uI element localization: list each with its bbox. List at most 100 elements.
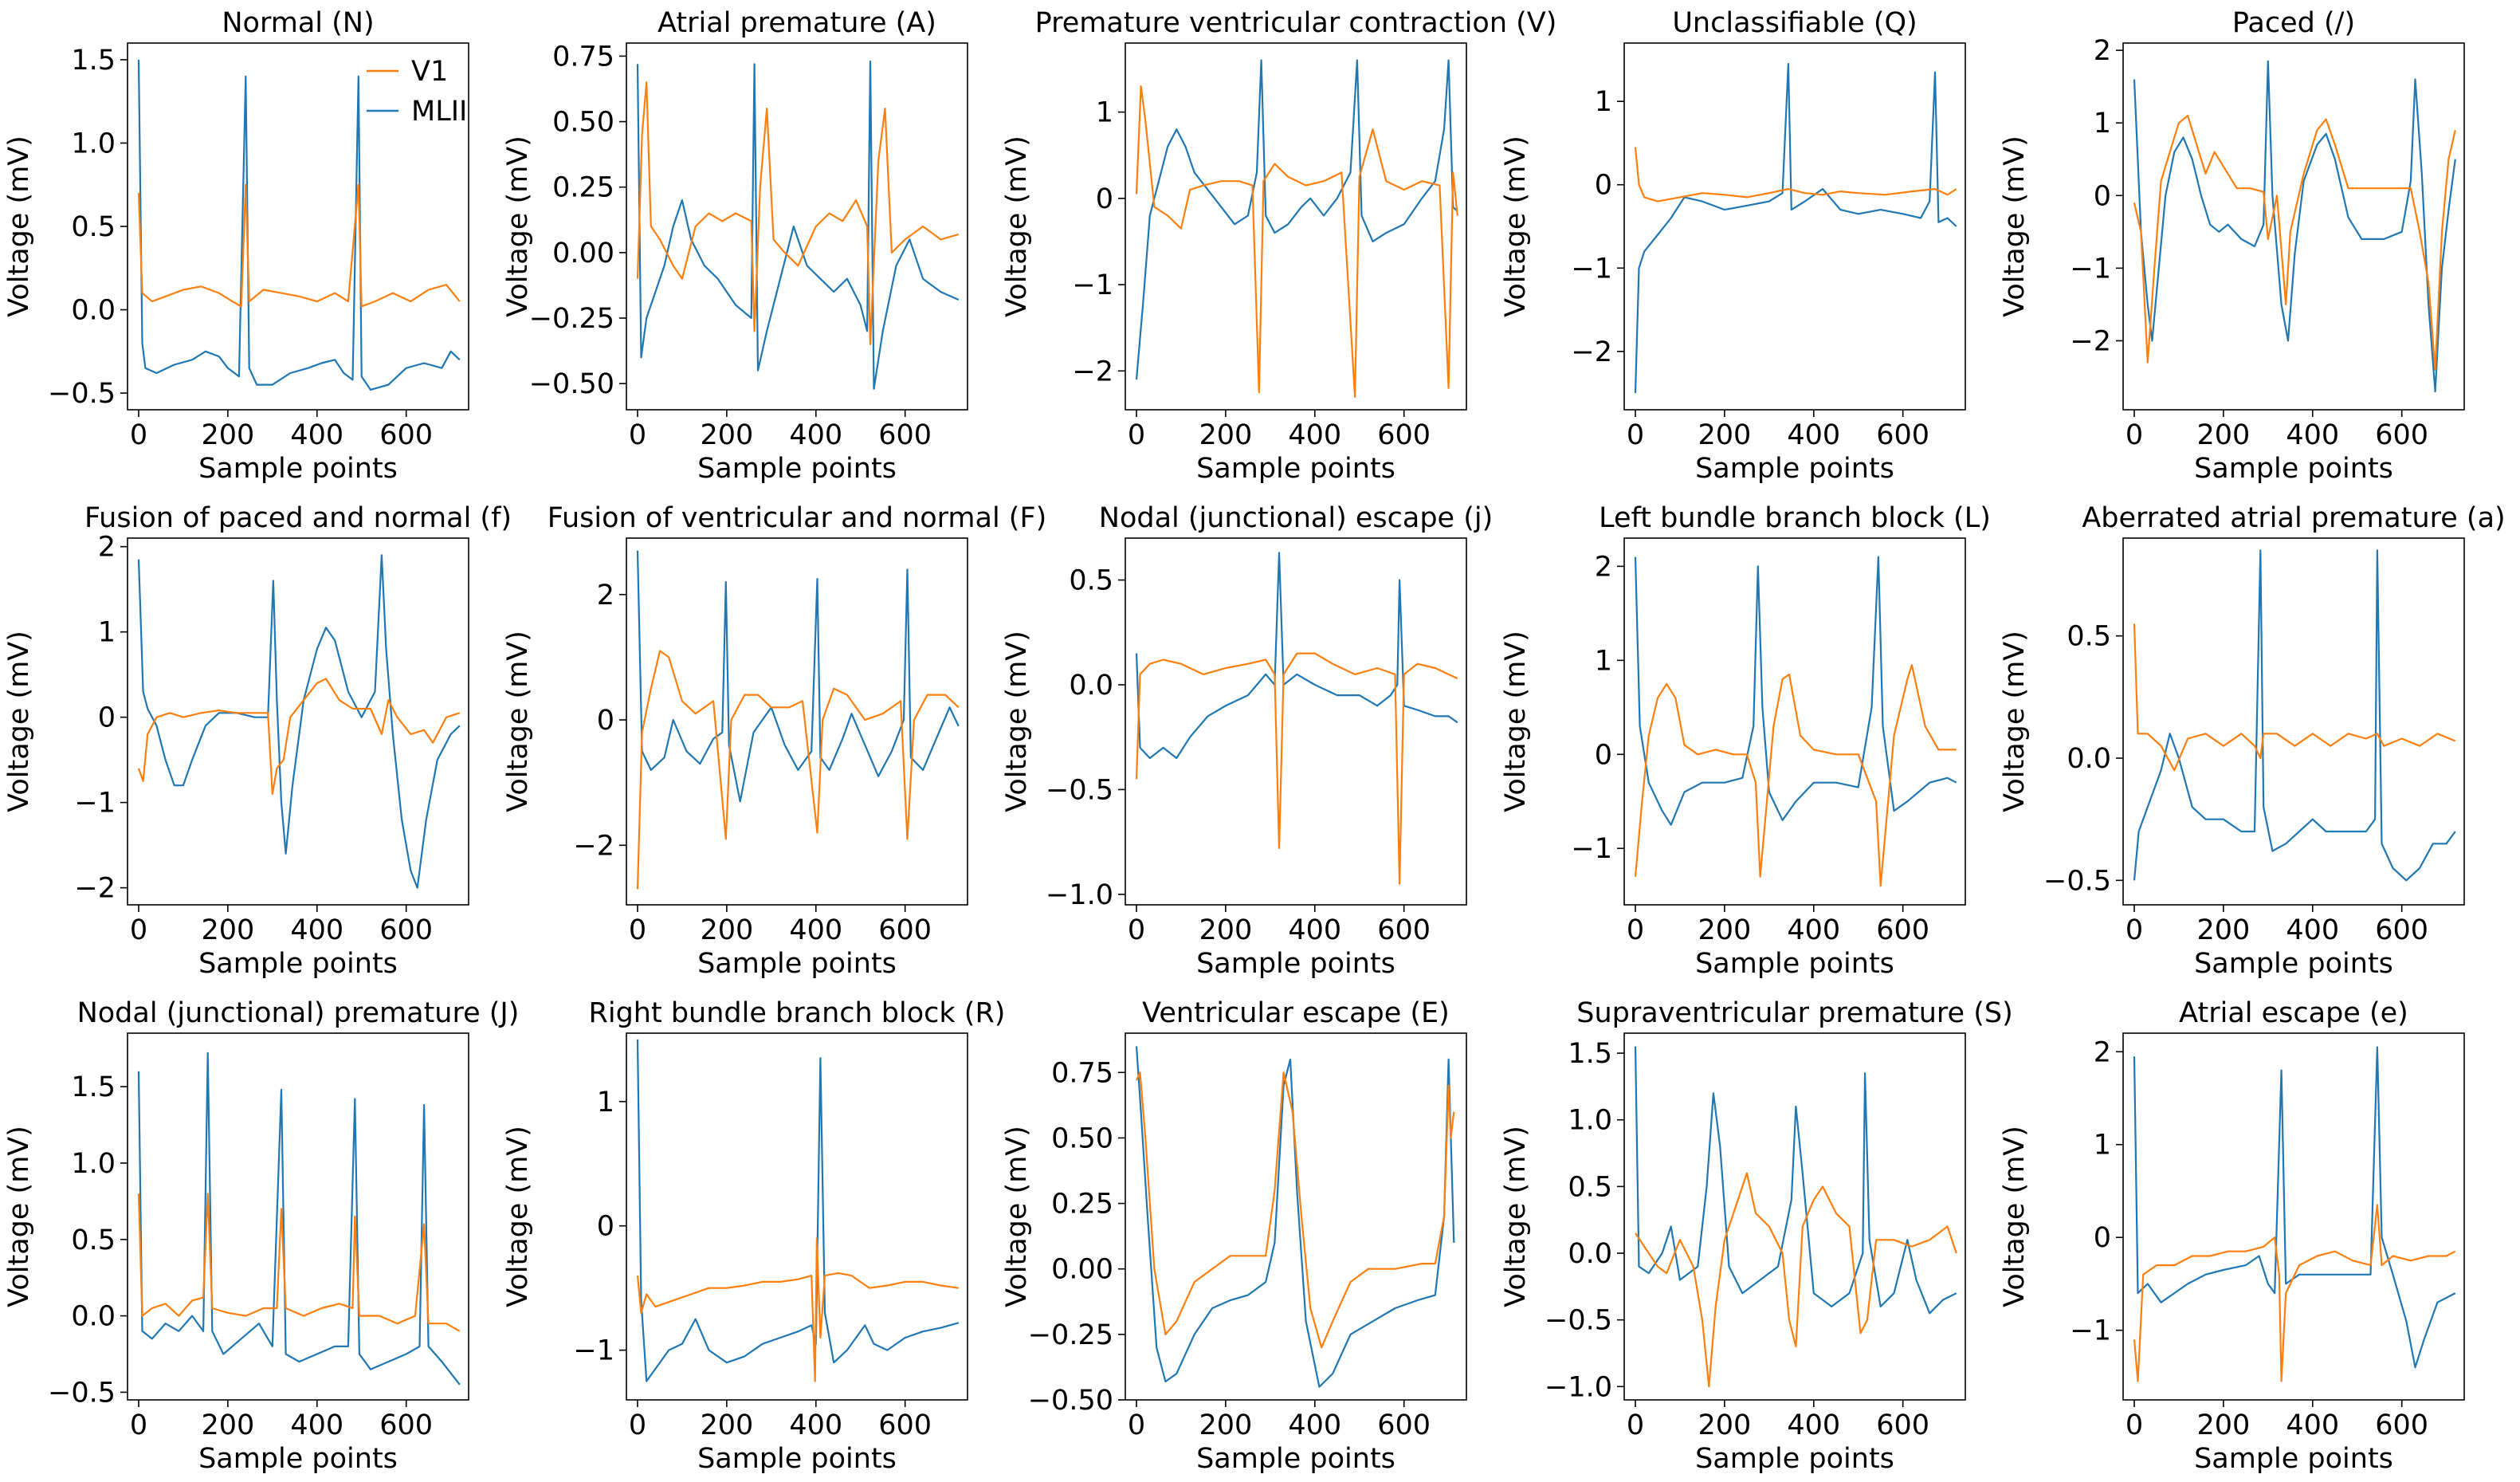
x-tick-label: 0: [629, 1409, 646, 1441]
x-axis-label: Sample points: [198, 453, 398, 485]
plot-area: [127, 1032, 469, 1401]
y-tick-label: −0.5: [48, 1377, 116, 1409]
series-line-v1: [1136, 1071, 1455, 1349]
subplot-11: Nodal (junctional) premature (J) 0 200 400 6…: [3, 997, 519, 1475]
series-line-mlii: [1135, 1046, 1455, 1388]
x-tick-label: 400: [1288, 1409, 1341, 1441]
series-line-mlii: [1634, 1046, 1957, 1315]
series-line-v1: [636, 81, 960, 345]
y-tick-label: 1.0: [1568, 1105, 1612, 1137]
x-tick-label: 600: [1377, 1409, 1431, 1441]
subplot-15: Atrial escape (e) 0 200 400 600 −1 0 1 2 Sample p…: [1999, 997, 2465, 1475]
y-tick-label: 1: [2094, 108, 2111, 140]
legend-label-v1: V1: [411, 56, 448, 88]
y-tick-label: 1.5: [1568, 1038, 1612, 1070]
x-tick-label: 0: [130, 1409, 147, 1441]
x-tick-label: 400: [789, 419, 842, 451]
y-tick-label: −1: [2070, 1315, 2111, 1347]
chart-title: Paced (/): [2232, 7, 2355, 39]
y-tick-label: −1: [573, 1335, 614, 1367]
legend-label-mlii: MLII: [411, 96, 467, 128]
y-tick-label: 1.0: [71, 1148, 116, 1180]
x-tick-label: 600: [878, 914, 932, 946]
series-line-mlii: [2133, 549, 2456, 882]
y-tick-label: 2: [2094, 35, 2111, 67]
x-tick-label: 400: [789, 914, 842, 946]
series-line-mlii: [2133, 1046, 2456, 1369]
x-tick-label: 200: [1199, 1409, 1252, 1441]
series-line-mlii: [137, 59, 461, 391]
subplot-4: Unclassifiable (Q) 0 200 400 600 −2 −1 0 1 Sample…: [1500, 7, 1966, 485]
y-tick-label: −0.5: [1046, 774, 1113, 806]
series-line-v1: [1635, 1172, 1957, 1388]
y-tick-label: 0: [2094, 180, 2111, 212]
y-tick-label: −2: [74, 873, 116, 905]
series-line-v1: [1135, 652, 1458, 885]
x-tick-label: 0: [1128, 419, 1145, 451]
x-axis-label: Sample points: [2194, 948, 2393, 980]
x-tick-label: 600: [2375, 1409, 2428, 1441]
chart-title: Premature ventricular contraction (V): [1035, 7, 1557, 39]
plot-area: [626, 42, 968, 411]
x-tick-label: 0: [1627, 419, 1644, 451]
y-tick-label: −0.25: [1028, 1319, 1113, 1351]
series-line-v1: [636, 1237, 959, 1382]
x-tick-label: 0: [1128, 1409, 1145, 1441]
x-axis-label: Sample points: [2194, 453, 2393, 485]
series-line-mlii: [1135, 552, 1458, 760]
x-tick-label: 400: [290, 419, 343, 451]
x-tick-label: 0: [2126, 914, 2143, 946]
subplot-6: Fusion of paced and normal (f) 0 200 400 600…: [3, 502, 512, 980]
chart-title: Fusion of paced and normal (f): [84, 502, 512, 534]
series-line-mlii: [636, 1039, 960, 1382]
x-tick-label: 600: [1876, 1409, 1929, 1441]
y-tick-label: 2: [597, 580, 614, 611]
x-tick-label: 200: [1698, 914, 1751, 946]
y-axis-label: Voltage (mV): [3, 631, 35, 812]
chart-title: Unclassifiable (Q): [1672, 7, 1917, 39]
series-line-v1: [636, 650, 960, 890]
y-axis-label: Voltage (mV): [3, 136, 35, 317]
series-line-v1: [137, 183, 461, 308]
x-tick-label: 200: [201, 419, 254, 451]
x-tick-label: 200: [700, 1409, 753, 1441]
x-tick-label: 400: [1787, 419, 1840, 451]
x-tick-label: 600: [878, 1409, 932, 1441]
x-tick-label: 400: [1288, 419, 1341, 451]
x-tick-label: 200: [2196, 419, 2250, 451]
x-axis-label: Sample points: [198, 948, 398, 980]
plot-area: [2122, 1032, 2465, 1401]
y-tick-label: 1.0: [71, 128, 116, 159]
y-tick-label: −1.0: [1545, 1371, 1612, 1403]
x-tick-label: 200: [201, 914, 254, 946]
series-line-mlii: [137, 1052, 461, 1386]
subplot-14: Supraventricular premature (S) 0 200 400 600…: [1500, 997, 2013, 1475]
y-tick-label: 0.50: [1051, 1122, 1113, 1154]
series-line-mlii: [1135, 59, 1458, 380]
x-tick-label: 0: [130, 419, 147, 451]
plot-area: [1623, 537, 1966, 906]
x-axis-label: Sample points: [1695, 1443, 1894, 1475]
subplot-13: Ventricular escape (E) 0 200 400 600 −0.50 −0.…: [1001, 997, 1467, 1475]
y-tick-label: 0: [1595, 170, 1612, 202]
x-tick-label: 400: [2286, 1409, 2339, 1441]
y-tick-label: 0.5: [1568, 1171, 1612, 1203]
plot-area: [1125, 1032, 1467, 1401]
x-tick-label: 0: [1627, 914, 1644, 946]
x-tick-label: 200: [2196, 914, 2250, 946]
x-tick-label: 600: [379, 419, 433, 451]
y-axis-label: Voltage (mV): [1500, 136, 1532, 317]
x-tick-label: 0: [629, 419, 646, 451]
y-tick-label: 0.50: [552, 107, 614, 139]
plot-area: [1125, 42, 1467, 411]
chart-title: Aberrated atrial premature (a): [2082, 502, 2505, 534]
y-axis-label: Voltage (mV): [1001, 631, 1033, 812]
y-tick-label: 0.00: [1051, 1254, 1113, 1286]
x-tick-label: 0: [2126, 419, 2143, 451]
y-tick-label: 0.25: [552, 172, 614, 204]
y-axis-label: Voltage (mV): [1999, 631, 2031, 812]
x-axis-label: Sample points: [1196, 1443, 1395, 1475]
y-axis-label: Voltage (mV): [3, 1126, 35, 1307]
x-tick-label: 200: [1698, 1409, 1751, 1441]
